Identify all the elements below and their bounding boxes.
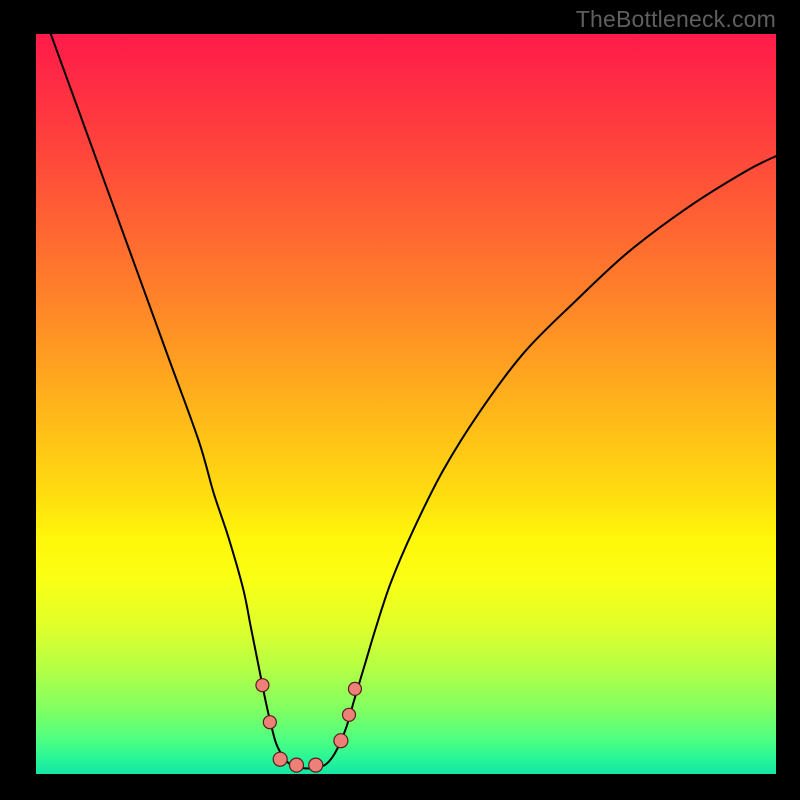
curve-marker [273,752,287,766]
curve-marker [289,758,303,772]
curve-marker [348,682,361,695]
curve-marker [309,758,323,772]
plot-background [36,34,776,774]
curve-marker [263,716,276,729]
curve-marker [343,708,356,721]
watermark-text: TheBottleneck.com [576,6,776,33]
curve-marker [256,679,269,692]
bottleneck-chart [0,0,800,800]
curve-marker [334,734,348,748]
